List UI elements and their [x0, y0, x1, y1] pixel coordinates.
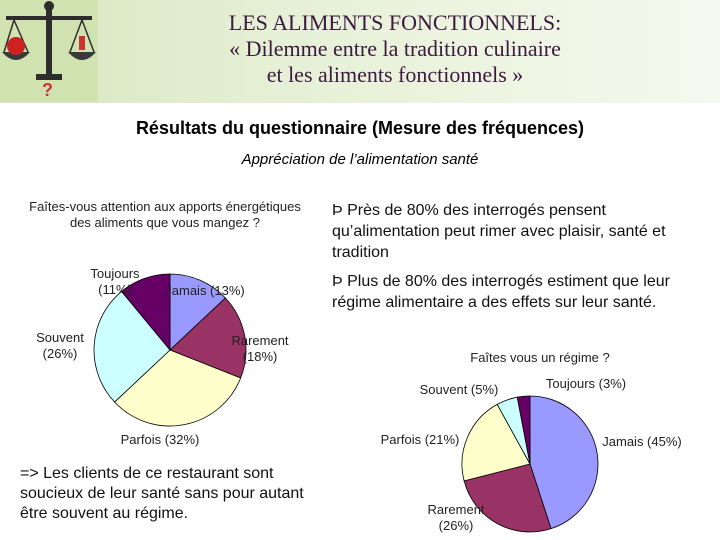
chart2-label-1: Rarement (26%) — [427, 502, 484, 533]
page-title: LES ALIMENTS FONCTIONNELS: « Dilemme ent… — [150, 10, 640, 88]
chart1-label-0: Jamais (13%) — [165, 283, 244, 298]
chart2-label-3: Souvent (5%) — [420, 382, 499, 397]
chart1-slice-0 — [169, 273, 226, 351]
balance-scale-logo: ? — [0, 0, 98, 102]
chart2-slice-0 — [529, 395, 599, 530]
svg-text:?: ? — [42, 80, 53, 100]
chart1-pie: Jamais (13%) Rarement (18%) Parfois (32%) So… — [36, 266, 289, 447]
section-subtitle: Résultats du questionnaire (Mesure des f… — [135, 118, 585, 138]
chart1-label-4: Toujours (11%) — [90, 266, 140, 297]
title-line-1: LES ALIMENTS FONCTIONNELS: — [228, 10, 562, 35]
chart1-label-3: Souvent (26%) — [36, 330, 84, 361]
conclusion-text: => Les clients de ce restaurant sont sou… — [20, 465, 304, 522]
section-subsubtitle: Appréciation de l’alimentation santé — [241, 151, 479, 168]
chart1-slice-1 — [169, 297, 247, 379]
chart1-slice-2 — [114, 349, 242, 427]
chart1-label-2: Parfois (32%) — [121, 432, 200, 447]
header-banner: ? LES ALIMENTS FONCTIONNELS: « Dilemme e… — [0, 0, 720, 103]
chart2-pie: Jamais (45%) Rarement (26%) Parfois (21%) So… — [381, 376, 682, 533]
findings-list: Þ Près de 80% des interrogés pensent qu’… — [332, 200, 712, 321]
chart2-label-0: Jamais (45%) — [602, 434, 681, 449]
chart2-slice-1 — [463, 463, 552, 533]
chart1-slice-3 — [93, 290, 171, 403]
title-line-2: « Dilemme entre la tradition culinaire — [229, 36, 561, 61]
chart2-title: Faîtes vous un régime ? — [470, 350, 610, 365]
title-line-3: et les aliments fonctionnels » — [266, 62, 524, 87]
chart1-title: Faîtes-vous attention aux apports énergé… — [29, 199, 301, 230]
finding-2: Þ Plus de 80% des interrogés estiment qu… — [332, 273, 670, 311]
chart2-slice-2 — [461, 403, 531, 482]
chart2-label-4: Toujours (3%) — [546, 376, 626, 391]
chart1-label-1: Rarement (18%) — [231, 333, 288, 364]
finding-1: Þ Près de 80% des interrogés pensent qu’… — [332, 202, 666, 261]
chart2-slice-4 — [516, 395, 531, 465]
chart2-label-2: Parfois (21%) — [381, 432, 460, 447]
chart1-slice-4 — [120, 273, 171, 352]
